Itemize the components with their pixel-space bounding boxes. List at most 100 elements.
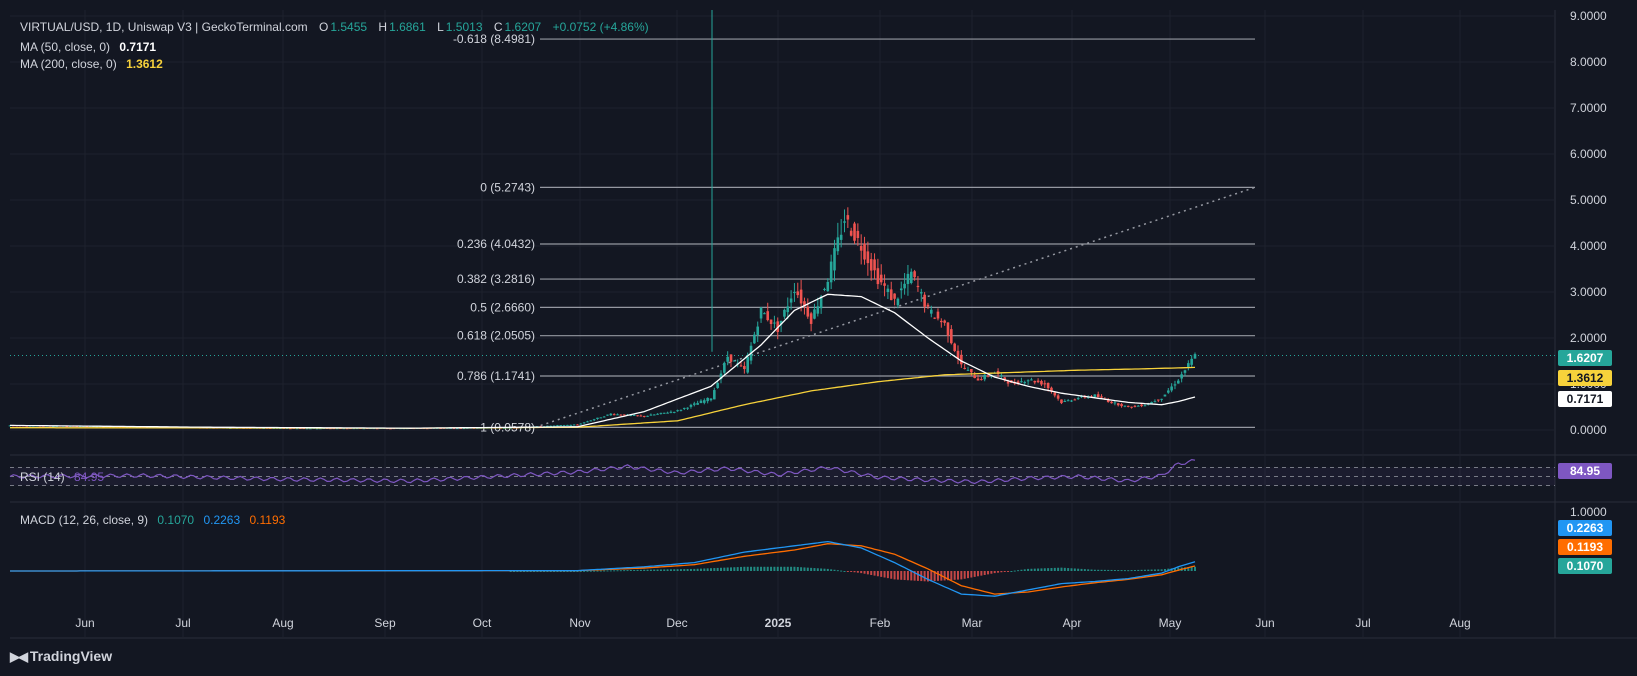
y-tick-label: 5.0000 xyxy=(1570,193,1607,207)
macd-histogram-bar xyxy=(1133,569,1136,571)
x-tick-label: Jul xyxy=(1355,616,1370,630)
candle-body xyxy=(950,329,953,344)
candle-body xyxy=(596,417,599,419)
ma200-legend[interactable]: MA (200, close, 0) 1.3612 xyxy=(20,57,165,71)
candle-body xyxy=(632,414,636,416)
macd-histogram-bar xyxy=(800,567,803,571)
macd-histogram-bar xyxy=(1050,568,1053,571)
candle-body xyxy=(1156,399,1160,401)
macd-histogram-bar xyxy=(726,567,729,571)
macd-histogram-bar xyxy=(563,571,566,572)
candle-body xyxy=(729,354,733,362)
tradingview-logo[interactable]: ▶◀ TradingView xyxy=(10,648,112,665)
candle-body xyxy=(960,354,963,365)
macd-histogram-bar xyxy=(713,568,716,571)
fib-level-label: 0.786 (1.1741) xyxy=(457,369,535,383)
macd-histogram-bar xyxy=(900,571,903,580)
candle-body xyxy=(676,410,679,412)
macd-histogram-bar xyxy=(1043,568,1046,571)
candle-body xyxy=(739,365,743,367)
candle-body xyxy=(579,423,583,425)
macd-histogram-bar xyxy=(930,571,933,582)
macd-histogram-bar xyxy=(1057,567,1060,571)
ma50-legend[interactable]: MA (50, close, 0) 0.7171 xyxy=(20,40,158,54)
macd-histogram-bar xyxy=(1163,568,1166,571)
macd-histogram-bar xyxy=(1157,569,1160,571)
macd-histogram-bar xyxy=(750,566,753,571)
y-tick-label: 4.0000 xyxy=(1570,239,1607,253)
macd-histogram-bar xyxy=(933,571,936,582)
candle-body xyxy=(659,412,663,414)
candle-body xyxy=(606,414,609,416)
macd-histogram-bar xyxy=(753,566,756,571)
candle-body xyxy=(609,413,613,416)
macd-histogram-bar xyxy=(599,570,602,572)
macd-histogram-bar xyxy=(836,570,839,572)
candle-body xyxy=(689,404,693,407)
macd-histogram-bar xyxy=(896,571,899,580)
macd-histogram-bar xyxy=(653,569,656,571)
macd-histogram-bar xyxy=(850,571,853,572)
y-tick-label: 8.0000 xyxy=(1570,55,1607,69)
candle-body xyxy=(733,360,736,362)
macd-histogram-bar xyxy=(1033,568,1036,571)
candle-body xyxy=(582,422,586,424)
candle-body xyxy=(803,301,806,307)
candle-body xyxy=(940,320,943,323)
macd-histogram-bar xyxy=(786,566,789,571)
macd-histogram-bar xyxy=(609,570,612,572)
macd-histogram-bar xyxy=(840,570,843,572)
candle-body xyxy=(502,427,506,429)
candle-body xyxy=(599,417,603,419)
candle-body xyxy=(846,215,850,220)
candle-body xyxy=(796,291,800,296)
candle-body xyxy=(602,416,606,418)
candle-body xyxy=(1113,402,1117,404)
candle-body xyxy=(1153,401,1157,403)
macd-histogram-bar xyxy=(643,569,646,571)
candle-body xyxy=(783,309,786,317)
candle-body xyxy=(1020,381,1023,383)
candle-body xyxy=(753,334,756,344)
candle-body xyxy=(839,234,843,240)
candle-body xyxy=(843,221,846,223)
macd-histogram-bar xyxy=(1053,567,1056,571)
macd-histogram-bar xyxy=(576,571,579,572)
macd-line-value: 0.2263 xyxy=(203,513,241,527)
macd-histogram-bar xyxy=(766,566,769,571)
rsi-legend[interactable]: RSI (14) 84.95 xyxy=(20,470,106,484)
x-tick-label: Apr xyxy=(1063,616,1082,630)
macd-histogram-bar xyxy=(583,570,586,572)
macd-histogram-bar xyxy=(683,569,686,571)
candle-body xyxy=(983,374,987,380)
symbol-header: VIRTUAL/USD, 1D, Uniswap V3 | GeckoTermi… xyxy=(20,20,651,34)
low-value: 1.5013 xyxy=(445,20,483,34)
macd-histogram-bar xyxy=(903,571,906,581)
macd-histogram-bar xyxy=(936,571,939,581)
macd-histogram-bar xyxy=(586,570,589,572)
candle-body xyxy=(716,383,719,389)
candle-body xyxy=(799,289,803,304)
candle-body xyxy=(1100,396,1103,398)
macd-histogram-bar xyxy=(957,571,959,580)
candle-body xyxy=(566,424,569,426)
candle-body xyxy=(903,283,906,289)
candle-body xyxy=(1120,404,1123,407)
macd-histogram-bar xyxy=(1077,568,1080,571)
candle-body xyxy=(966,369,970,371)
macd-histogram-bar xyxy=(1190,566,1193,571)
macd-histogram-bar xyxy=(866,571,869,575)
candle-body xyxy=(1053,392,1057,396)
macd-histogram-bar xyxy=(863,571,866,574)
macd-legend[interactable]: MACD (12, 26, close, 9) 0.1070 0.2263 0.… xyxy=(20,513,287,527)
candle-body xyxy=(766,311,770,321)
macd-histogram-bar xyxy=(676,569,679,571)
macd-histogram-bar xyxy=(826,568,829,571)
candle-body xyxy=(793,291,796,294)
x-tick-label: Oct xyxy=(473,616,492,630)
macd-histogram-bar xyxy=(1067,568,1070,571)
macd-histogram-bar xyxy=(1023,569,1026,571)
candle-body xyxy=(813,309,816,319)
candle-body xyxy=(1060,399,1063,404)
